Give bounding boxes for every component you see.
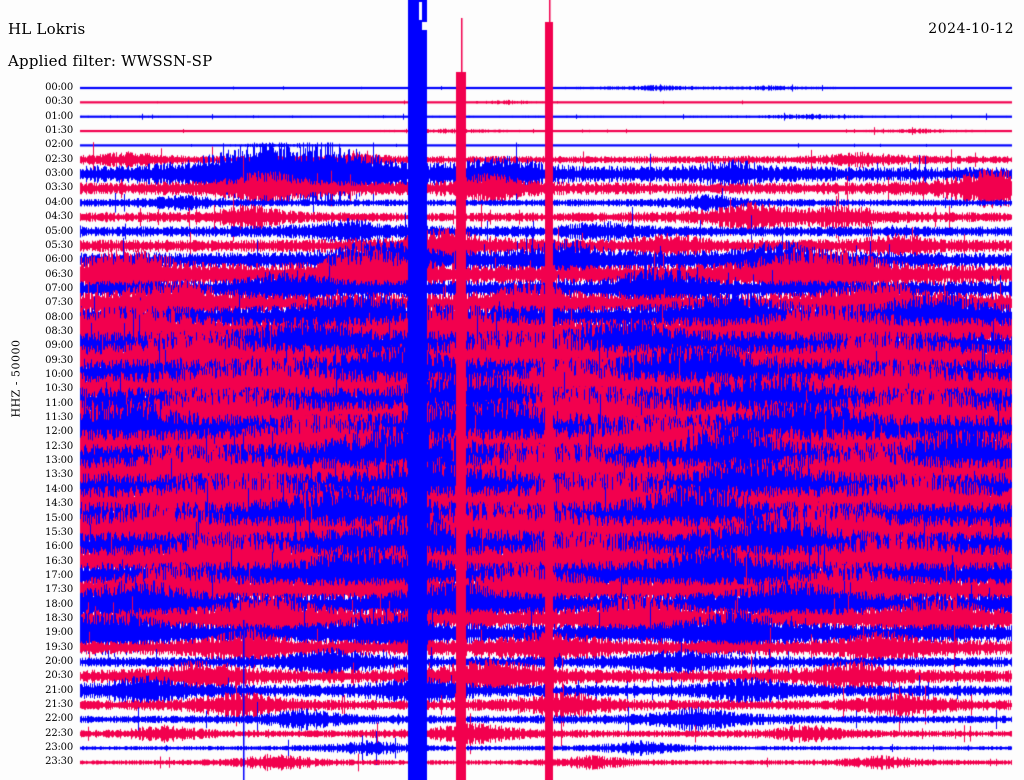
applied-filter-label: Applied filter: WWSSN-SP — [8, 52, 213, 70]
station-title: HL Lokris — [8, 20, 86, 38]
y-axis-title: HHZ - 50000 — [9, 339, 23, 418]
record-date: 2024-10-12 — [928, 21, 1014, 37]
